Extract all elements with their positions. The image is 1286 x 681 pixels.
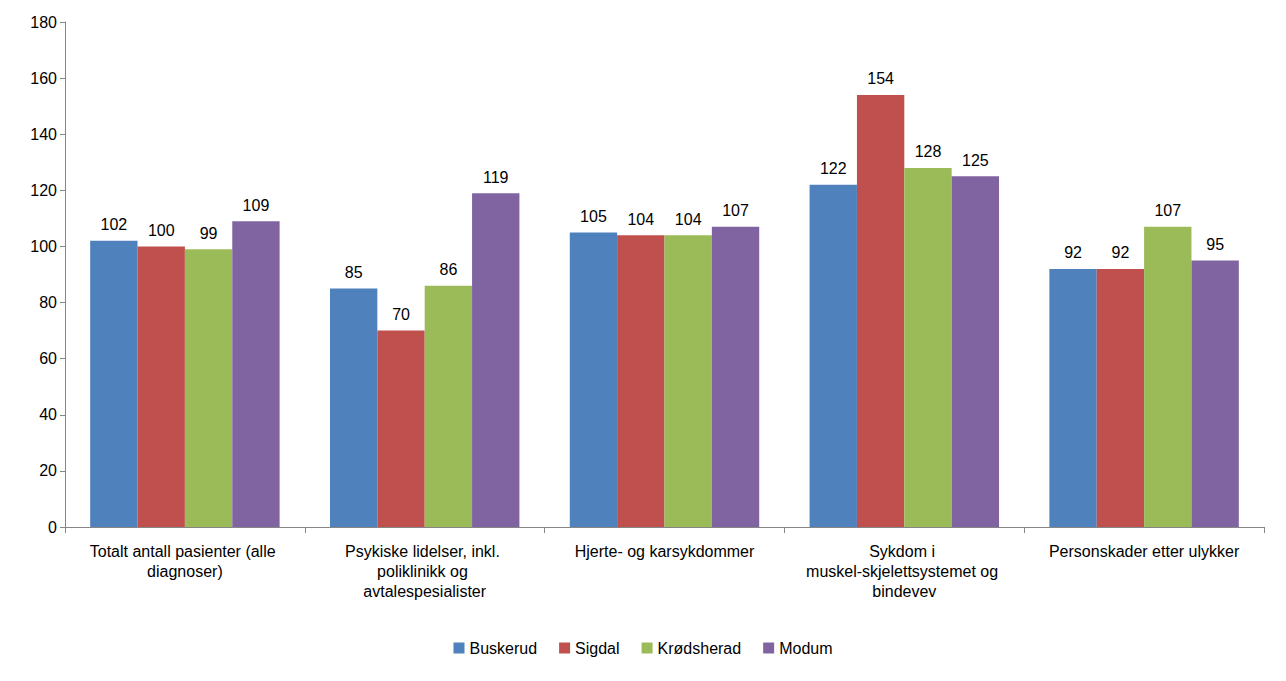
svg-text:119: 119 <box>483 169 509 186</box>
svg-text:128: 128 <box>915 143 942 160</box>
svg-text:bindevev: bindevev <box>872 583 936 600</box>
svg-text:Totalt antall pasienter (alle: Totalt antall pasienter (alle <box>90 543 280 560</box>
svg-text:60: 60 <box>39 350 57 367</box>
svg-text:125: 125 <box>962 152 989 169</box>
svg-text:107: 107 <box>722 202 749 219</box>
svg-text:104: 104 <box>627 211 654 228</box>
svg-text:105: 105 <box>580 208 607 225</box>
svg-text:140: 140 <box>30 126 57 143</box>
svg-text:107: 107 <box>1154 202 1181 219</box>
svg-text:100: 100 <box>148 222 175 239</box>
svg-text:92: 92 <box>1064 244 1082 261</box>
svg-text:102: 102 <box>101 216 128 233</box>
svg-text:0: 0 <box>48 519 57 536</box>
svg-text:70: 70 <box>392 306 410 323</box>
svg-text:109: 109 <box>243 197 270 214</box>
svg-text:180: 180 <box>30 14 57 31</box>
svg-text:104: 104 <box>675 211 702 228</box>
svg-text:92: 92 <box>1112 244 1130 261</box>
svg-text:avtalespesialister: avtalespesialister <box>363 583 486 600</box>
svg-text:122: 122 <box>820 160 847 177</box>
svg-text:40: 40 <box>39 406 57 423</box>
svg-text:100: 100 <box>30 238 57 255</box>
svg-text:20: 20 <box>39 462 57 479</box>
svg-text:Krødsherad: Krødsherad <box>658 640 742 657</box>
svg-text:99: 99 <box>200 225 218 242</box>
svg-text:Psykiske lidelser, inkl.: Psykiske lidelser, inkl. <box>345 543 504 560</box>
svg-text:95: 95 <box>1206 236 1224 253</box>
svg-text:Sykdom i: Sykdom i <box>869 543 939 560</box>
svg-text:160: 160 <box>30 70 57 87</box>
svg-text:poliklinikk og: poliklinikk og <box>377 563 472 580</box>
svg-text:Modum: Modum <box>779 640 832 657</box>
svg-text:154: 154 <box>867 70 894 87</box>
svg-text:Hjerte- og karsykdommer: Hjerte- og karsykdommer <box>575 543 755 560</box>
svg-text:Sigdal: Sigdal <box>575 640 619 657</box>
svg-text:diagnoser): diagnoser) <box>147 563 223 580</box>
svg-text:muskel-skjelettsystemet og: muskel-skjelettsystemet og <box>806 563 1003 580</box>
svg-text:86: 86 <box>439 261 457 278</box>
svg-text:Personskader etter ulykker: Personskader etter ulykker <box>1049 543 1240 560</box>
svg-text:120: 120 <box>30 182 57 199</box>
svg-text:80: 80 <box>39 294 57 311</box>
svg-text:85: 85 <box>345 264 363 281</box>
svg-text:Buskerud: Buskerud <box>469 640 537 657</box>
